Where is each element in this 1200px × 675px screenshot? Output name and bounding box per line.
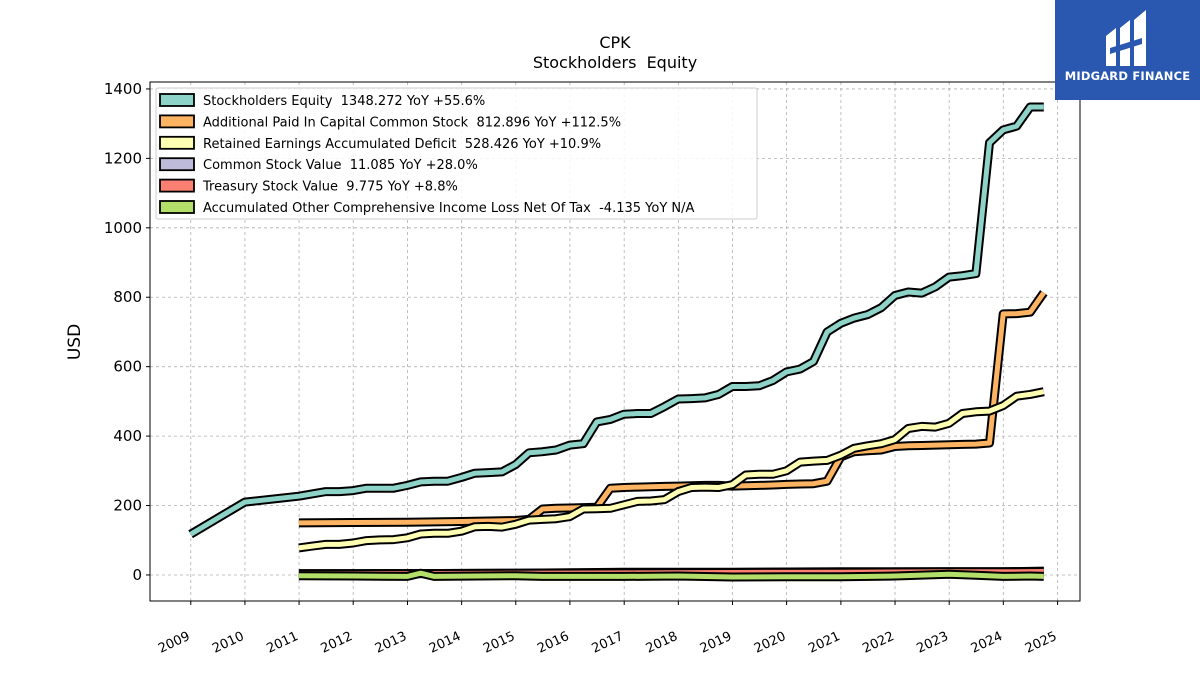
legend-label: Treasury Stock Value 9.775 YoY +8.8% [202, 180, 458, 195]
x-tick-label: 2015 [481, 629, 517, 657]
legend-swatch [159, 200, 195, 214]
y-tick-label: 1200 [104, 149, 142, 167]
legend: Stockholders Equity 1348.272 YoY +55.6% A… [155, 87, 758, 220]
series-line [298, 291, 1046, 526]
legend-swatch [159, 178, 195, 193]
x-tick-label: 2020 [752, 629, 788, 657]
x-tick-label: 2022 [860, 629, 896, 657]
plot-frame [149, 81, 1081, 602]
chart-title: CPK [599, 33, 631, 52]
legend-label: Retained Earnings Accumulated Deficit 52… [203, 137, 601, 152]
logo-mark-icon [1106, 10, 1146, 66]
x-tick-label: 2016 [535, 629, 571, 657]
x-tick-label: 2018 [644, 629, 680, 657]
legend-label: Additional Paid In Capital Common Stock … [203, 115, 621, 130]
x-tick-label: 2025 [1023, 629, 1059, 657]
legend-swatch [159, 114, 195, 129]
legend-box [155, 87, 758, 220]
x-tick-label: 2011 [264, 629, 300, 657]
x-tick-label: 2013 [373, 629, 409, 657]
legend-swatch [159, 157, 195, 172]
x-tick-label: 2009 [156, 629, 192, 657]
legend-label: Common Stock Value 11.085 YoY +28.0% [203, 158, 478, 173]
legend-swatch [159, 93, 195, 107]
legend-label: Accumulated Other Comprehensive Income L… [203, 201, 694, 216]
x-tick-label: 2012 [319, 629, 355, 657]
brand-name: MIDGARD FINANCE [1064, 69, 1191, 83]
series-lines [188, 102, 1048, 582]
y-axis-label: USD [65, 324, 85, 360]
x-tick-label: 2019 [698, 629, 734, 657]
legend-swatch [159, 135, 195, 150]
x-tick-label: 2017 [590, 629, 626, 657]
chart-subtitle: Stockholders Equity [533, 53, 697, 72]
x-tick-label: 2010 [210, 629, 246, 657]
y-tick-label: 1000 [104, 219, 142, 237]
series-line [298, 570, 1044, 580]
series-line [298, 389, 1045, 551]
y-tick-label: 400 [113, 427, 142, 445]
x-tick-label: 2024 [969, 629, 1005, 657]
x-tick-label: 2023 [915, 629, 951, 657]
y-tick-label: 600 [113, 358, 142, 376]
series-line [189, 104, 1044, 537]
y-tick-label: 1400 [104, 80, 142, 98]
y-tick-label: 0 [132, 566, 142, 584]
brand-logo: MIDGARD FINANCE [1055, 0, 1200, 100]
x-tick-label: 2014 [427, 629, 463, 657]
y-tick-label: 200 [113, 497, 142, 515]
y-tick-label: 800 [113, 288, 142, 306]
x-tick-label: 2021 [806, 629, 842, 657]
legend-label: Stockholders Equity 1348.272 YoY +55.6% [203, 94, 485, 109]
